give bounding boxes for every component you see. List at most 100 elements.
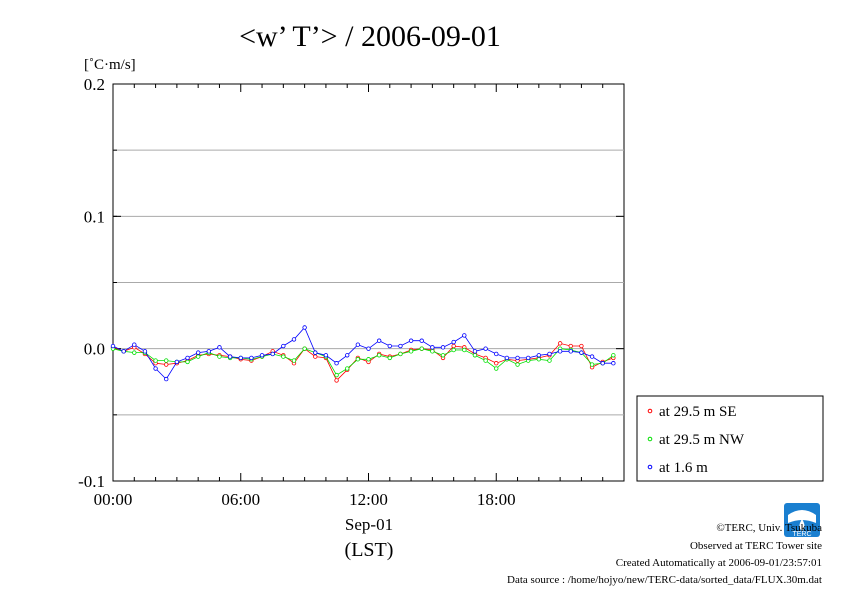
data-point [164, 362, 169, 367]
y-axis-label: [˚C·m/s] [84, 57, 136, 73]
data-point [462, 347, 467, 353]
data-point [302, 325, 307, 330]
data-point [536, 353, 542, 358]
data-point [195, 350, 201, 355]
data-point [568, 349, 573, 354]
data-point [579, 350, 584, 355]
data-point [483, 346, 488, 351]
x-tick-label: 12:00 [349, 490, 388, 509]
data-point [185, 359, 190, 365]
x-axis-date-label: Sep-01 [345, 515, 393, 534]
data-point [366, 357, 371, 362]
data-point [345, 353, 350, 358]
data-point [195, 354, 201, 359]
data-point [164, 358, 169, 363]
data-point [408, 349, 414, 354]
series-2 [110, 325, 616, 382]
data-point [494, 361, 499, 366]
data-point [568, 343, 573, 349]
data-point [238, 355, 243, 361]
data-point [600, 361, 605, 366]
footer-observed: Observed at TERC Tower site [690, 540, 822, 552]
y-tick-label: 0.1 [84, 207, 105, 226]
chart-title: <w’ T’> / 2006-09-01 [239, 20, 501, 53]
x-axis-ticks: 00:00 06:00 12:00 18:00 [94, 84, 625, 509]
data-point [557, 349, 563, 354]
data-point [249, 355, 254, 361]
data-point [355, 357, 361, 362]
x-tick-label: 06:00 [221, 490, 260, 509]
data-point [110, 343, 116, 349]
data-point [525, 355, 531, 361]
data-point [589, 354, 595, 359]
legend-label: at 29.5 m NW [659, 432, 745, 448]
data-point [494, 351, 499, 357]
data-point [281, 343, 286, 349]
data-point [398, 351, 403, 357]
data-point [387, 355, 392, 361]
data-point [451, 339, 456, 345]
x-axis-unit-label: (LST) [345, 539, 394, 561]
data-point [451, 347, 456, 353]
data-point [430, 349, 435, 354]
data-point [515, 355, 520, 361]
footer-copyright: ©TERC, Univ. Tsukuba [716, 522, 822, 534]
data-point [376, 353, 382, 358]
data-point [355, 342, 361, 347]
y-axis-ticks: -0.1 0.0 0.1 0.2 [78, 75, 624, 491]
data-point [451, 343, 456, 349]
data-point [611, 361, 616, 366]
data-point [334, 372, 339, 378]
y-tick-label: 0.0 [84, 340, 105, 359]
data-point [472, 349, 478, 354]
legend-marker [647, 464, 653, 470]
data-point [589, 362, 595, 367]
footer-created: Created Automatically at 2006-09-01/23:5… [616, 557, 822, 569]
data-point [142, 349, 148, 354]
data-point [557, 341, 563, 346]
footer-source: Data source : /home/hojyo/new/TERC-data/… [507, 574, 822, 586]
data-point [462, 333, 467, 338]
data-point [132, 350, 137, 355]
data-point [174, 359, 180, 365]
data-point [334, 378, 339, 383]
data-point [387, 343, 392, 349]
legend-label: at 1.6 m [659, 460, 708, 476]
data-point [419, 346, 424, 351]
data-point [291, 337, 297, 342]
data-point [366, 346, 371, 351]
data-point [291, 358, 297, 363]
data-point [313, 354, 318, 359]
data-point [206, 349, 212, 354]
data-point [185, 355, 190, 361]
data-point [515, 362, 520, 367]
y-tick-label: -0.1 [78, 472, 105, 491]
data-point [494, 366, 499, 371]
x-tick-label: 00:00 [94, 490, 133, 509]
legend: at 29.5 m SE at 29.5 m NW at 1.6 m [636, 395, 824, 482]
data-point [579, 343, 584, 349]
terc-logo: TERC [784, 503, 820, 538]
y-tick-label: 0.2 [84, 75, 105, 94]
data-point [121, 349, 126, 354]
data-point [227, 354, 233, 359]
data-point [313, 350, 318, 355]
legend-marker [647, 408, 653, 414]
logo-text: TERC [792, 531, 811, 538]
legend-marker [647, 436, 653, 442]
x-tick-label: 18:00 [477, 490, 516, 509]
data-point [440, 345, 446, 350]
data-point [440, 353, 446, 358]
data-point [504, 355, 510, 361]
data-point [302, 346, 307, 351]
data-point [164, 376, 169, 382]
data-point [153, 358, 158, 363]
data-point [472, 353, 478, 358]
series-layer [110, 325, 616, 383]
data-point [323, 353, 329, 358]
data-point [547, 358, 552, 363]
data-point [259, 353, 265, 358]
data-point [217, 354, 222, 359]
data-point [430, 345, 435, 350]
